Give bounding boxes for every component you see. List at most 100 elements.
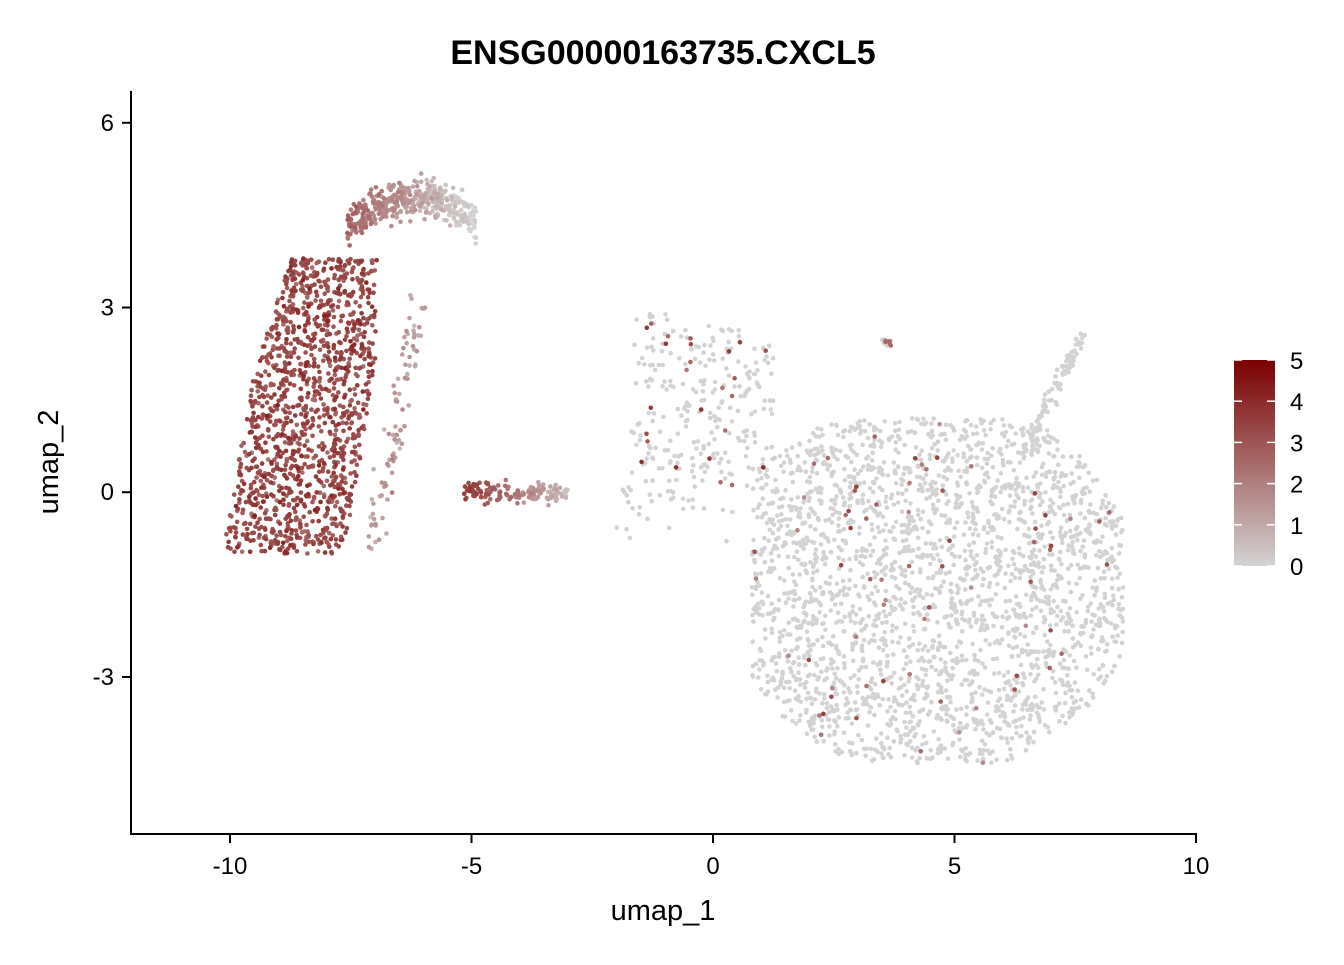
- cell-point: [291, 324, 296, 329]
- cell-point: [770, 445, 775, 450]
- cell-point: [810, 701, 815, 706]
- cell-point: [864, 508, 869, 513]
- cell-point: [1021, 489, 1026, 494]
- cell-point: [341, 467, 346, 472]
- cell-point: [327, 544, 332, 549]
- cell-point: [419, 171, 424, 176]
- cell-point: [690, 469, 695, 474]
- cell-point: [1012, 551, 1017, 556]
- cell-point: [348, 471, 353, 476]
- cell-point: [252, 513, 257, 518]
- cell-point: [972, 611, 977, 616]
- cell-point: [995, 582, 1000, 587]
- cell-point: [920, 489, 925, 494]
- cell-point: [812, 461, 817, 466]
- cell-point: [921, 596, 926, 601]
- cell-point: [366, 397, 371, 402]
- cell-point: [684, 368, 689, 373]
- cell-point: [1068, 529, 1073, 534]
- cell-point: [834, 494, 839, 499]
- cell-point: [1074, 582, 1079, 587]
- cell-point: [780, 670, 785, 675]
- cell-point: [793, 592, 798, 597]
- cell-point: [1026, 429, 1031, 434]
- cell-point: [1005, 758, 1010, 763]
- cell-point: [1072, 496, 1077, 501]
- cell-point: [912, 629, 917, 634]
- cell-point: [938, 699, 943, 704]
- cell-point: [349, 224, 354, 229]
- cell-point: [650, 314, 655, 319]
- cell-point: [1040, 410, 1045, 415]
- cell-point: [758, 647, 763, 652]
- cell-point: [258, 505, 263, 510]
- cell-point: [778, 454, 783, 459]
- x-tick-label: 10: [1183, 853, 1210, 880]
- cell-point: [1030, 702, 1035, 707]
- cell-point: [318, 384, 323, 389]
- cell-point: [952, 534, 957, 539]
- cell-point: [347, 261, 352, 266]
- cell-point: [808, 648, 813, 653]
- cell-point: [819, 732, 824, 737]
- cell-point: [861, 659, 866, 664]
- cell-point: [906, 510, 911, 515]
- cell-point: [871, 660, 876, 665]
- cell-point: [405, 210, 410, 215]
- cell-point: [1094, 553, 1099, 558]
- cell-point: [390, 453, 395, 458]
- cell-point: [777, 519, 782, 524]
- cell-point: [997, 516, 1002, 521]
- cell-point: [1075, 525, 1080, 530]
- cell-point: [283, 349, 288, 354]
- cell-point: [931, 574, 936, 579]
- cell-point: [864, 665, 869, 670]
- cell-point: [804, 612, 809, 617]
- cell-point: [251, 490, 256, 495]
- cell-point: [751, 538, 756, 543]
- cell-point: [754, 576, 759, 581]
- cell-point: [377, 192, 382, 197]
- cell-point: [1093, 613, 1098, 618]
- cell-point: [681, 507, 686, 512]
- cell-point: [727, 373, 732, 378]
- cell-point: [366, 271, 371, 276]
- cell-point: [987, 642, 992, 647]
- cell-point: [226, 540, 231, 545]
- cell-point: [1005, 444, 1010, 449]
- cell-point: [1041, 649, 1046, 654]
- cell-point: [979, 719, 984, 724]
- cell-point: [980, 599, 985, 604]
- cell-point: [431, 176, 436, 181]
- cell-point: [977, 685, 982, 690]
- cell-point: [233, 535, 238, 540]
- cell-point: [819, 501, 824, 506]
- cell-point: [901, 472, 906, 477]
- cell-point: [1090, 633, 1095, 638]
- cell-point: [751, 674, 756, 679]
- cell-point: [333, 504, 338, 509]
- cell-point: [861, 501, 866, 506]
- cell-point: [1087, 522, 1092, 527]
- cell-point: [982, 479, 987, 484]
- cell-point: [632, 343, 637, 348]
- cell-point: [249, 388, 254, 393]
- cell-point: [1086, 565, 1091, 570]
- cell-point: [769, 569, 774, 574]
- cell-point: [878, 429, 883, 434]
- cell-point: [1112, 504, 1117, 509]
- cell-point: [762, 536, 767, 541]
- cell-point: [362, 357, 367, 362]
- cell-point: [319, 540, 324, 545]
- cell-point: [1014, 731, 1019, 736]
- cell-point: [871, 442, 876, 447]
- cell-point: [835, 592, 840, 597]
- cell-point: [1020, 681, 1025, 686]
- cell-point: [726, 340, 731, 345]
- cell-point: [1115, 624, 1120, 629]
- cell-point: [1116, 607, 1121, 612]
- cell-point: [757, 667, 762, 672]
- cell-point: [1033, 695, 1038, 700]
- cell-point: [787, 698, 792, 703]
